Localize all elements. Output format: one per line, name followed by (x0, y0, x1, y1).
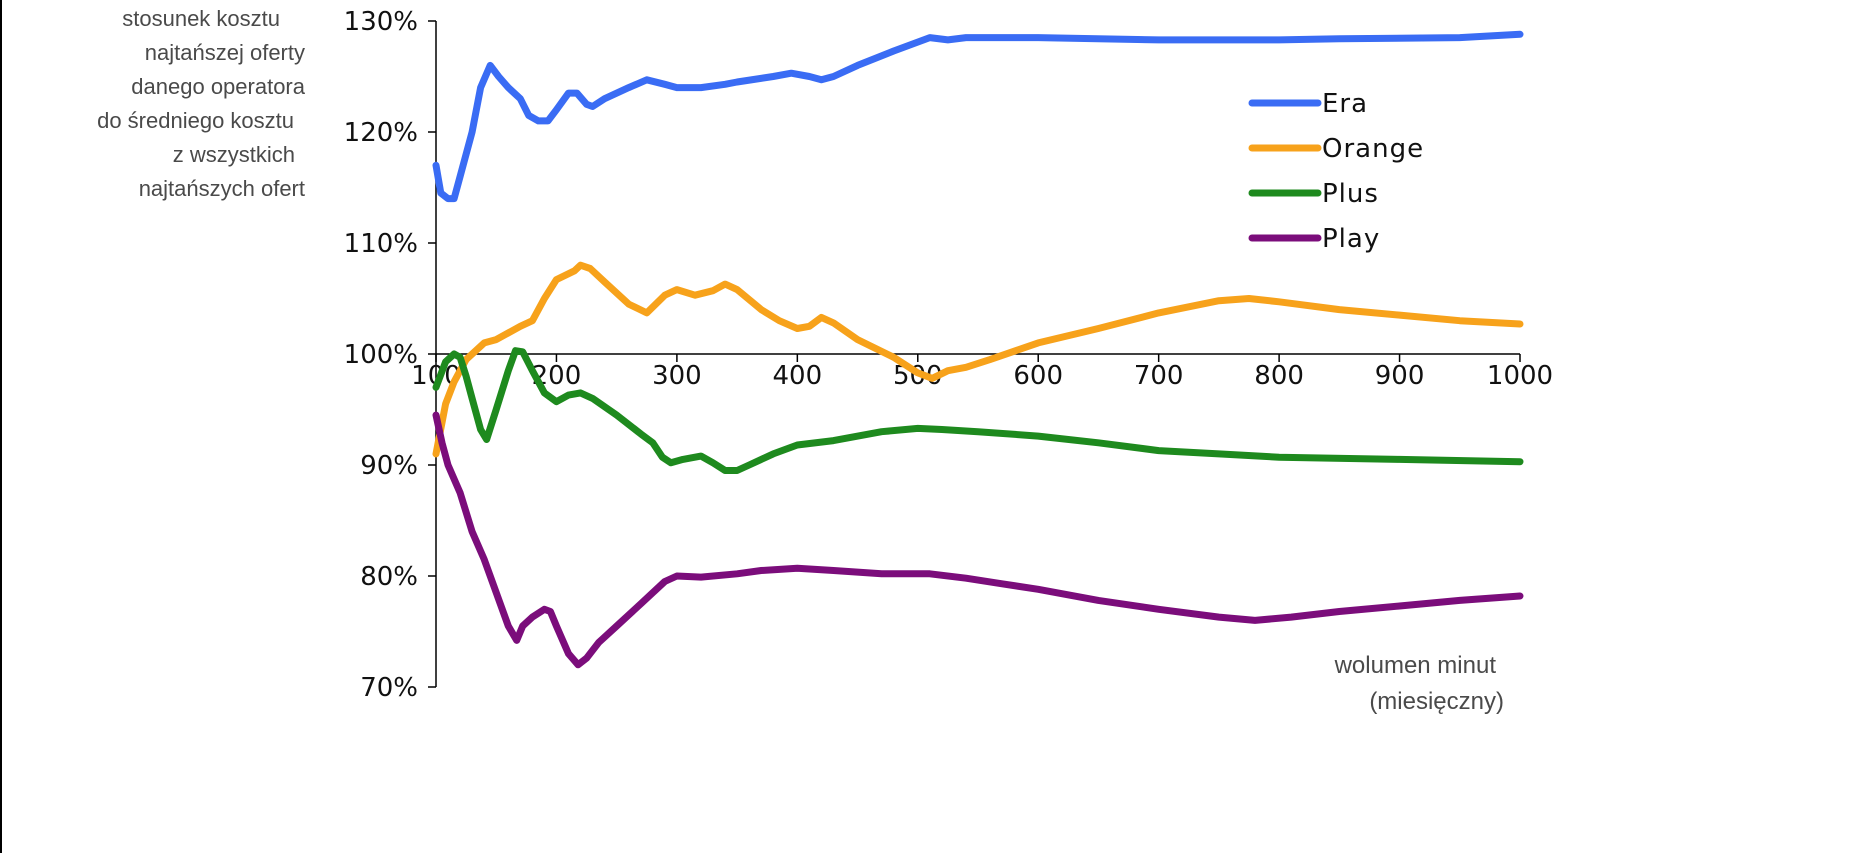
x-tick-label: 800 (1254, 361, 1304, 391)
y-axis-title-line: do średniego kosztu (97, 108, 294, 133)
legend-label-play: Play (1322, 224, 1380, 254)
series-lines (432, 30, 1524, 669)
y-tick-label: 110% (344, 229, 418, 259)
x-axis-title-line: (miesięczny) (1369, 688, 1504, 715)
x-tick-label: 400 (773, 361, 823, 391)
y-axis-title-line: najtańszej oferty (145, 40, 305, 65)
y-tick-label: 80% (360, 562, 418, 592)
y-axis-title-line: stosunek kosztu (122, 6, 280, 31)
legend-label-orange: Orange (1322, 134, 1424, 164)
x-tick-label: 600 (1013, 361, 1063, 391)
x-tick-label: 1000 (1487, 361, 1553, 391)
legend-label-plus: Plus (1322, 179, 1379, 209)
x-axis-ticks: 100 200 300 400 500 600 700 800 900 1000 (411, 354, 1553, 391)
y-axis-title-line: z wszystkich (173, 142, 295, 167)
y-tick-label: 120% (344, 118, 418, 148)
series-line-play (432, 411, 1524, 669)
legend: Era Orange Plus Play (1248, 89, 1424, 254)
x-axis-title: wolumen minut (miesięczny) (1334, 652, 1504, 715)
y-tick-label: 100% (344, 340, 418, 370)
y-axis-ticks: 70% 80% 90% 100% 110% 120% 130% (344, 7, 436, 703)
y-axis-title-line: danego operatora (131, 74, 305, 99)
legend-label-era: Era (1322, 89, 1368, 119)
y-tick-label: 70% (360, 673, 418, 703)
series-line-era (432, 30, 1524, 203)
x-tick-label: 700 (1134, 361, 1184, 391)
y-axis-title-line: najtańszych ofert (139, 176, 305, 201)
y-tick-label: 130% (344, 7, 418, 37)
series-line-orange (432, 261, 1524, 458)
series-line-plus (432, 347, 1524, 474)
x-tick-label: 900 (1375, 361, 1425, 391)
x-axis-title-line: wolumen minut (1334, 652, 1497, 679)
y-tick-label: 90% (360, 451, 418, 481)
x-tick-label: 300 (652, 361, 702, 391)
y-axis-title: stosunek kosztu najtańszej oferty danego o… (97, 6, 306, 201)
